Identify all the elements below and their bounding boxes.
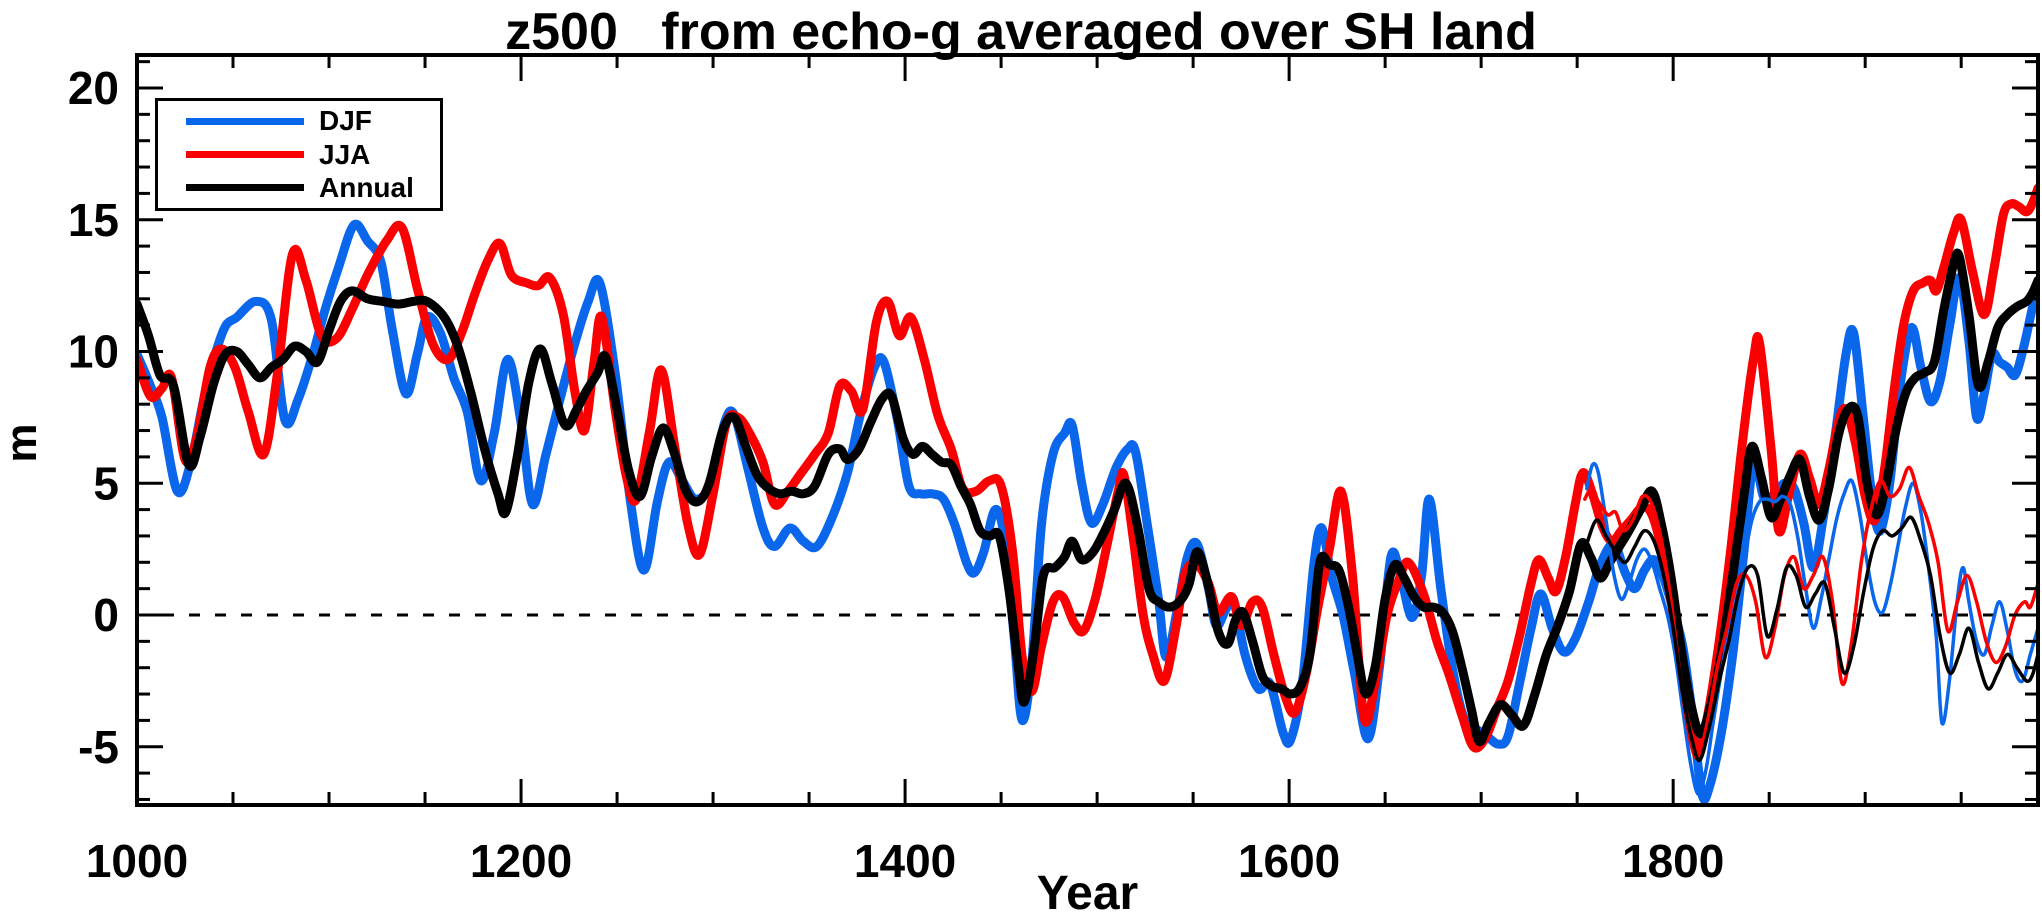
x-tick-label-1000: 1000 bbox=[86, 835, 188, 887]
series-jja-thin bbox=[1583, 465, 2038, 760]
x-tick-label-1200: 1200 bbox=[470, 835, 572, 887]
y-tick-label-20: 20 bbox=[68, 62, 119, 114]
legend-item-jja: JJA bbox=[158, 140, 440, 170]
series-jja bbox=[137, 183, 2038, 757]
y-tick-label--5: -5 bbox=[78, 721, 119, 773]
x-tick-label-1400: 1400 bbox=[854, 835, 956, 887]
legend-item-annual: Annual bbox=[158, 173, 440, 203]
djf-line-swatch bbox=[186, 117, 304, 125]
legend-label-jja: JJA bbox=[319, 138, 371, 170]
x-tick-label-1600: 1600 bbox=[1238, 835, 1340, 887]
y-tick-label-10: 10 bbox=[68, 326, 119, 378]
legend-label-annual: Annual bbox=[319, 171, 414, 203]
y-tick-label-5: 5 bbox=[93, 457, 119, 509]
y-tick-label-0: 0 bbox=[93, 589, 119, 641]
series-annual bbox=[137, 248, 2038, 747]
annual-line-swatch bbox=[186, 184, 304, 192]
legend: DJF JJA Annual bbox=[155, 98, 443, 211]
x-axis-title: Year bbox=[1036, 867, 1139, 920]
ticks-layer bbox=[135, 55, 2038, 805]
legend-label-djf: DJF bbox=[319, 105, 372, 137]
series-djf-thin bbox=[1585, 461, 2038, 796]
y-axis-title: m bbox=[0, 423, 46, 463]
y-tick-label-15: 15 bbox=[68, 194, 119, 246]
x-tick-label-1800: 1800 bbox=[1622, 835, 1724, 887]
curves-layer bbox=[137, 183, 2038, 805]
series-annual-thin bbox=[1585, 515, 2038, 763]
chart-title: z500_ from echo-g averaged over SH land bbox=[505, 3, 1537, 61]
tick-labels-layer: 1000 1200 1400 1600 1800 -5 0 5 10 15 20 bbox=[68, 62, 1725, 887]
jja-line-swatch bbox=[186, 151, 304, 158]
legend-item-djf: DJF bbox=[158, 106, 440, 136]
